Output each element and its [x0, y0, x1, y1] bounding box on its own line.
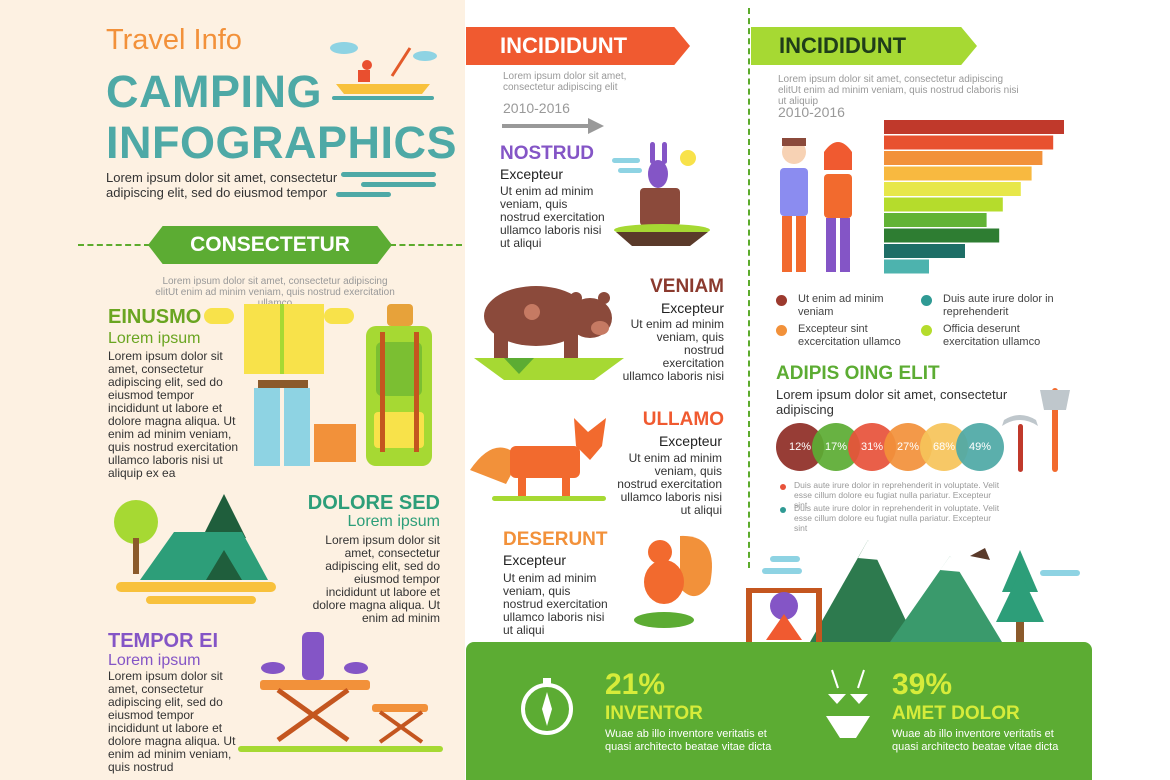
deserunt-text: Ut enim ad minim veniam, quis nostrud ex…: [503, 571, 608, 637]
note-2: Duis aute irure dolor in reprehenderit i…: [780, 503, 1000, 533]
mid-banner: INCIDIDUNT: [466, 27, 690, 65]
veniam-text: Ut enim ad minim veniam, quis nostrud ex…: [622, 317, 724, 383]
veniam-sub: Excepteur: [660, 300, 724, 316]
title-line1: CAMPING: [106, 66, 322, 117]
mid-banner-label: INCIDIDUNT: [500, 33, 628, 58]
deserunt-title: DESERUNT: [503, 529, 608, 550]
mid-years: 2010-2016: [503, 100, 570, 116]
tempor-title: TEMPOR EI: [108, 630, 219, 652]
legend-dot: [921, 325, 932, 336]
stat-1-title: INVENTOR: [605, 703, 703, 724]
vertical-divider: [748, 8, 750, 568]
nostrud-text: Ut enim ad minim veniam, quis nostrud ex…: [500, 184, 605, 250]
ullamo-sub: Excepteur: [658, 433, 722, 449]
right-years: 2010-2016: [778, 104, 845, 120]
einusmo-subtitle: Lorem ipsum: [108, 330, 201, 347]
dolore-subtitle: Lorem ipsum: [347, 513, 440, 530]
note-1: Duis aute irure dolor in reprehenderit i…: [780, 480, 1000, 510]
legend-item-1: Ut enim ad minim veniam: [776, 293, 906, 319]
consectetur-text: Lorem ipsum dolor sit amet, consectetur …: [155, 276, 395, 309]
boat-icon: [330, 42, 437, 100]
legend-label: Excepteur sint excercitation ullamco: [798, 323, 901, 348]
kicker: Travel Info: [106, 24, 242, 56]
divider-right: [390, 244, 462, 246]
landscape-icon: [746, 540, 1080, 642]
note-dot: [780, 484, 786, 490]
veniam-title: VENIAM: [650, 276, 724, 297]
bar-9: [884, 244, 965, 258]
stat-2-value: 39%: [892, 668, 953, 701]
right-banner-label: INCIDIDUNT: [779, 33, 907, 58]
squirrel-icon: [634, 535, 712, 628]
compass-icon: [521, 678, 573, 735]
legend-label: Officia deserunt exercitation ullamco: [943, 323, 1041, 348]
backpack-icon: [366, 304, 432, 466]
tempor-subtitle: Lorem ipsum: [108, 652, 201, 669]
legend-label: Duis aute irure dolor in reprehenderit: [943, 293, 1054, 318]
deserunt-sub: Excepteur: [503, 552, 567, 568]
picnic-table-icon: [238, 632, 443, 752]
consectetur-banner: CONSECTETUR: [148, 226, 392, 264]
legend-item-3: Excepteur sint excercitation ullamco: [776, 323, 906, 349]
bar-5: [884, 182, 1021, 196]
dolore-title: DOLORE SED: [307, 492, 440, 514]
bar-chart: [884, 120, 1064, 274]
percent-circles: 12% 17% 31% 27% 68% 49%: [776, 423, 1006, 473]
arrow-right-icon: [502, 118, 604, 134]
rabbit-icon: [612, 142, 710, 246]
ullamo-text: Ut enim ad minim veniam, quis nostrud ex…: [617, 451, 722, 517]
divider-left: [78, 244, 150, 246]
mid-text: Lorem ipsum dolor sit amet, consectetur …: [503, 71, 627, 93]
stat-2-text: Wuae ab illo inventore veritatis et quas…: [892, 728, 1059, 753]
bar-4: [884, 166, 1032, 181]
bar-8: [884, 228, 1000, 243]
note-text: Duis aute irure dolor in reprehenderit i…: [794, 503, 1000, 533]
title-line2: INFOGRAPHICS: [106, 117, 458, 168]
adipis-text: Lorem ipsum dolor sit amet, consectetur …: [776, 387, 1008, 417]
einusmo-text: Lorem ipsum dolor sit amet, consectetur …: [108, 349, 239, 480]
intro-text: Lorem ipsum dolor sit amet, consectetur …: [106, 170, 338, 200]
clothes-icon: [204, 304, 356, 466]
bar-3: [884, 151, 1043, 165]
people-icon: [780, 138, 852, 272]
ullamo-title: ULLAMO: [642, 409, 724, 430]
wave-icon: [336, 172, 436, 197]
legend-dot: [776, 325, 787, 336]
legend-item-2: Duis aute irure dolor in reprehenderit: [921, 293, 1061, 319]
stat-2-title: AMET DOLOR: [892, 703, 1020, 724]
percent-circle-6: 49%: [956, 423, 1004, 471]
note-text: Duis aute irure dolor in reprehenderit i…: [794, 480, 1000, 510]
bear-icon: [474, 286, 624, 380]
stat-1-value: 21%: [605, 668, 666, 701]
stat-1-text: Wuae ab illo inventore veritatis et quas…: [605, 728, 772, 753]
note-dot: [780, 507, 786, 513]
legend-dot: [921, 295, 932, 306]
axe-icon: [1002, 388, 1070, 472]
bar-7: [884, 213, 987, 227]
consectetur-label: CONSECTETUR: [190, 233, 350, 256]
adipis-title: ADIPIS OING ELIT: [776, 363, 940, 384]
nostrud-title: NOSTRUD: [500, 143, 594, 164]
legend-dot: [776, 295, 787, 306]
legend-label: Ut enim ad minim veniam: [798, 293, 884, 318]
bar-10: [884, 259, 929, 274]
tempor-text: Lorem ipsum dolor sit amet, consectetur …: [108, 669, 236, 774]
right-banner: INCIDIDUNT: [751, 27, 977, 65]
bar-6: [884, 197, 1003, 212]
bar-2: [884, 135, 1054, 150]
einusmo-title: EINUSMO: [108, 306, 202, 328]
bar-1: [884, 120, 1064, 134]
legend-item-4: Officia deserunt exercitation ullamco: [921, 323, 1061, 349]
right-text: Lorem ipsum dolor sit amet, consectetur …: [778, 74, 1019, 107]
dolore-text: Lorem ipsum dolor sit amet, consectetur …: [312, 533, 440, 625]
tent-icon: [114, 494, 276, 604]
nostrud-sub: Excepteur: [500, 166, 564, 182]
fox-icon: [470, 418, 606, 501]
bikini-icon: [826, 669, 870, 738]
